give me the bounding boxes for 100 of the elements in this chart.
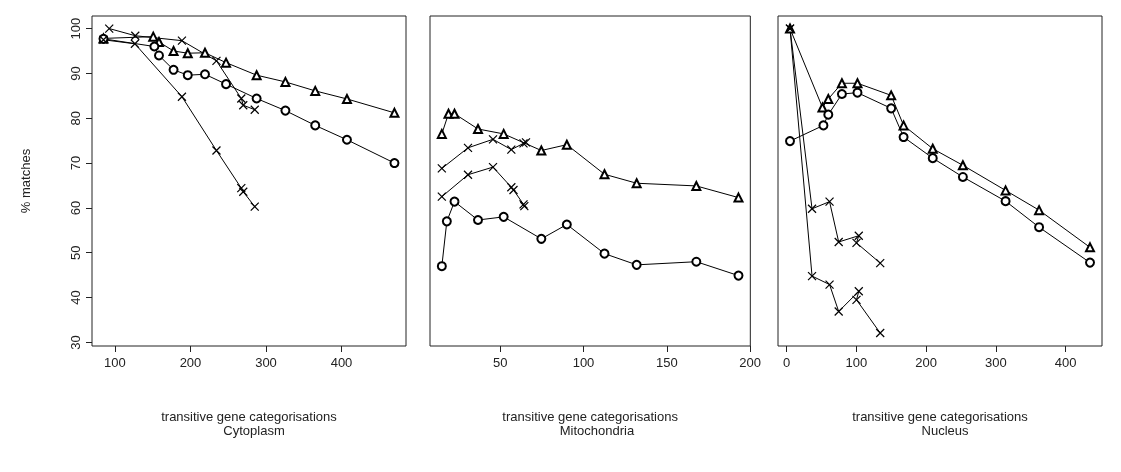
y-tick-label: 60 [68,200,83,216]
text: Mitochondria [559,423,635,438]
point [449,108,460,119]
point [488,162,498,172]
point [389,158,400,169]
x-tick-label: 100 [572,355,595,370]
x-tick-label: 150 [655,355,678,370]
point [733,192,744,203]
point [957,171,968,182]
point [834,237,844,247]
point [817,102,828,113]
point [898,120,909,131]
point [536,233,547,244]
point [836,78,847,89]
point [1034,205,1045,216]
point [1085,257,1095,268]
point [389,107,400,118]
point [177,92,187,102]
point [1000,185,1011,196]
point [631,259,642,270]
point [498,211,509,222]
point [238,187,248,197]
y-tick-label: 70 [68,155,83,171]
point [785,136,795,147]
point [473,123,483,134]
x-axis-title: transitive gene categorisations [502,409,679,424]
point [852,78,863,89]
text: Cytoplasm [223,423,285,438]
x-tick-label: 400 [1054,355,1077,370]
x-tick-label: 200 [739,355,762,370]
point [927,143,938,154]
point [182,70,193,81]
point [441,216,452,227]
y-tick-label: 80 [68,110,83,126]
point [168,64,179,75]
point [631,178,642,189]
point [153,50,164,61]
point [463,170,473,180]
x-tick-label: 100 [104,355,126,370]
point [437,192,447,202]
point [927,153,938,164]
point [199,69,210,80]
y-tick-label: 100 [68,17,83,40]
point [341,134,352,145]
point [957,160,968,171]
point [561,139,572,150]
x-axis-title: transitive gene categorisations [161,409,338,424]
y-tick-label: 30 [68,335,83,350]
x-tick-label: 100 [845,355,868,370]
point [536,145,547,156]
x-tick-label: 50 [492,355,508,370]
x-tick-label: 200 [915,355,937,370]
point [823,109,834,120]
point [236,183,246,193]
point [823,93,834,104]
point [280,76,291,87]
point [104,23,114,34]
x-tick-label: 0 [782,355,791,370]
point [436,261,447,272]
point [498,128,509,139]
point [824,279,835,290]
point [182,48,193,59]
point [280,105,291,116]
x-axis-title: transitive gene categorisations [852,409,1029,424]
point [341,93,352,104]
point [599,169,610,180]
y-tick-label: 50 [68,245,83,260]
point [310,120,321,131]
point [149,41,160,52]
point [561,219,572,230]
point [251,70,262,81]
point [886,90,897,101]
point [488,134,498,144]
point [221,57,232,68]
point [875,328,885,338]
point [691,256,702,267]
point [691,180,702,191]
point [250,105,260,115]
point [898,132,909,143]
y-tick-label: 40 [68,290,83,305]
x-tick-label: 300 [984,355,1007,370]
point [807,204,817,214]
point [251,93,262,104]
x-tick-label: 300 [255,355,277,370]
point [834,306,844,317]
point [818,120,829,131]
point [1000,196,1011,207]
point [1085,242,1095,253]
point [221,79,232,90]
x-tick-label: 400 [330,355,353,370]
point [886,103,897,114]
point [436,128,447,139]
point [211,56,222,66]
y-tick-label: 90 [68,66,83,81]
point [250,201,260,212]
point [733,270,744,281]
point [836,89,847,100]
point [199,47,210,58]
point [148,31,159,42]
point [1034,222,1045,233]
